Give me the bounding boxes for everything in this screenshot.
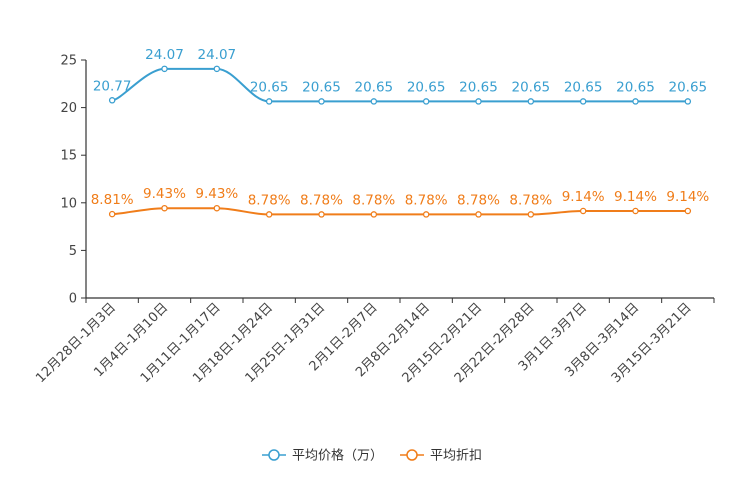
legend-item-0[interactable]: 平均价格（万） [262,448,383,464]
series-1-point[interactable] [265,211,273,218]
series-0-data-label: 20.65 [355,79,394,95]
series-1-data-label: 9.14% [562,189,605,205]
series-0-point[interactable] [632,98,639,105]
series-0-point[interactable] [161,65,168,73]
series-1-data-label: 8.78% [509,192,552,208]
series-1-data-label: 9.43% [195,186,238,202]
series-1: 8.81% 9.43% 9.43% 8.78% 8.78% 8.78% 8.78% 8.78%… [91,186,709,218]
series-0-data-label: 20.65 [669,79,708,95]
y-tick-label: 0 [69,292,77,307]
y-tick-label: 10 [60,196,77,211]
series-1-data-label: 8.78% [248,192,291,208]
series-1-line [112,207,688,216]
series-0-data-label: 20.77 [93,78,132,94]
series-0-data-label: 20.65 [302,79,341,95]
series-1-data-label: 9.43% [143,186,186,202]
series-0-point[interactable] [318,98,325,105]
series-1-point[interactable] [318,211,325,218]
y-tick-label: 5 [69,244,77,259]
y-tick-label: 15 [60,149,77,164]
series-1-point[interactable] [422,211,430,218]
series-1-point[interactable] [161,204,168,212]
series-0-point[interactable] [475,98,482,105]
series-1-point[interactable] [527,211,535,218]
series-1-data-label: 9.14% [666,189,709,205]
legend: 平均价格（万） 平均折扣 [262,448,482,464]
legend-item-1[interactable]: 平均折扣 [400,449,482,464]
series-0-data-label: 20.65 [512,79,551,95]
series-0-point[interactable] [108,97,116,104]
series-0-data-label: 24.07 [198,47,237,63]
y-tick-label: 20 [60,101,77,116]
series-0-data-label: 20.65 [407,79,446,95]
legend-marker-icon [268,449,280,461]
series-0-point[interactable] [265,98,273,105]
series-1-data-label: 8.78% [405,192,448,208]
series-1-point[interactable] [108,210,116,218]
series-1-point[interactable] [579,207,587,215]
series-1-data-label: 8.78% [352,192,395,208]
series-1-data-label: 8.78% [300,192,343,208]
series-0-data-label: 24.07 [145,47,184,63]
series-0-point[interactable] [684,98,692,105]
series-0-data-label: 20.65 [459,79,498,95]
series-0-data-label: 20.65 [564,79,603,95]
series-1-point[interactable] [684,207,692,215]
series-1-point[interactable] [213,204,221,212]
legend-label-0: 平均价格（万） [292,448,383,464]
series-0-data-label: 20.65 [250,79,289,95]
series-0-point[interactable] [527,98,535,105]
series-0-data-label: 20.65 [616,79,655,95]
series-1-point[interactable] [475,211,482,218]
y-tick-label: 25 [60,54,77,69]
series-1-data-label: 8.78% [457,192,500,208]
series-1-data-label: 8.81% [91,192,134,208]
series-layer: 20.77 24.07 24.07 20.65 20.65 20.65 20.65 20.65… [91,47,709,218]
legend-marker-icon [406,449,418,461]
series-0-point[interactable] [213,65,221,73]
series-0-point[interactable] [370,98,378,105]
series-0-point[interactable] [422,98,430,105]
series-0-point[interactable] [579,98,587,105]
legend-label-1: 平均折扣 [430,449,482,464]
series-0: 20.77 24.07 24.07 20.65 20.65 20.65 20.65 20.65… [93,47,708,105]
series-1-point[interactable] [632,207,639,215]
series-1-point[interactable] [370,211,378,218]
series-1-data-label: 9.14% [614,189,657,205]
